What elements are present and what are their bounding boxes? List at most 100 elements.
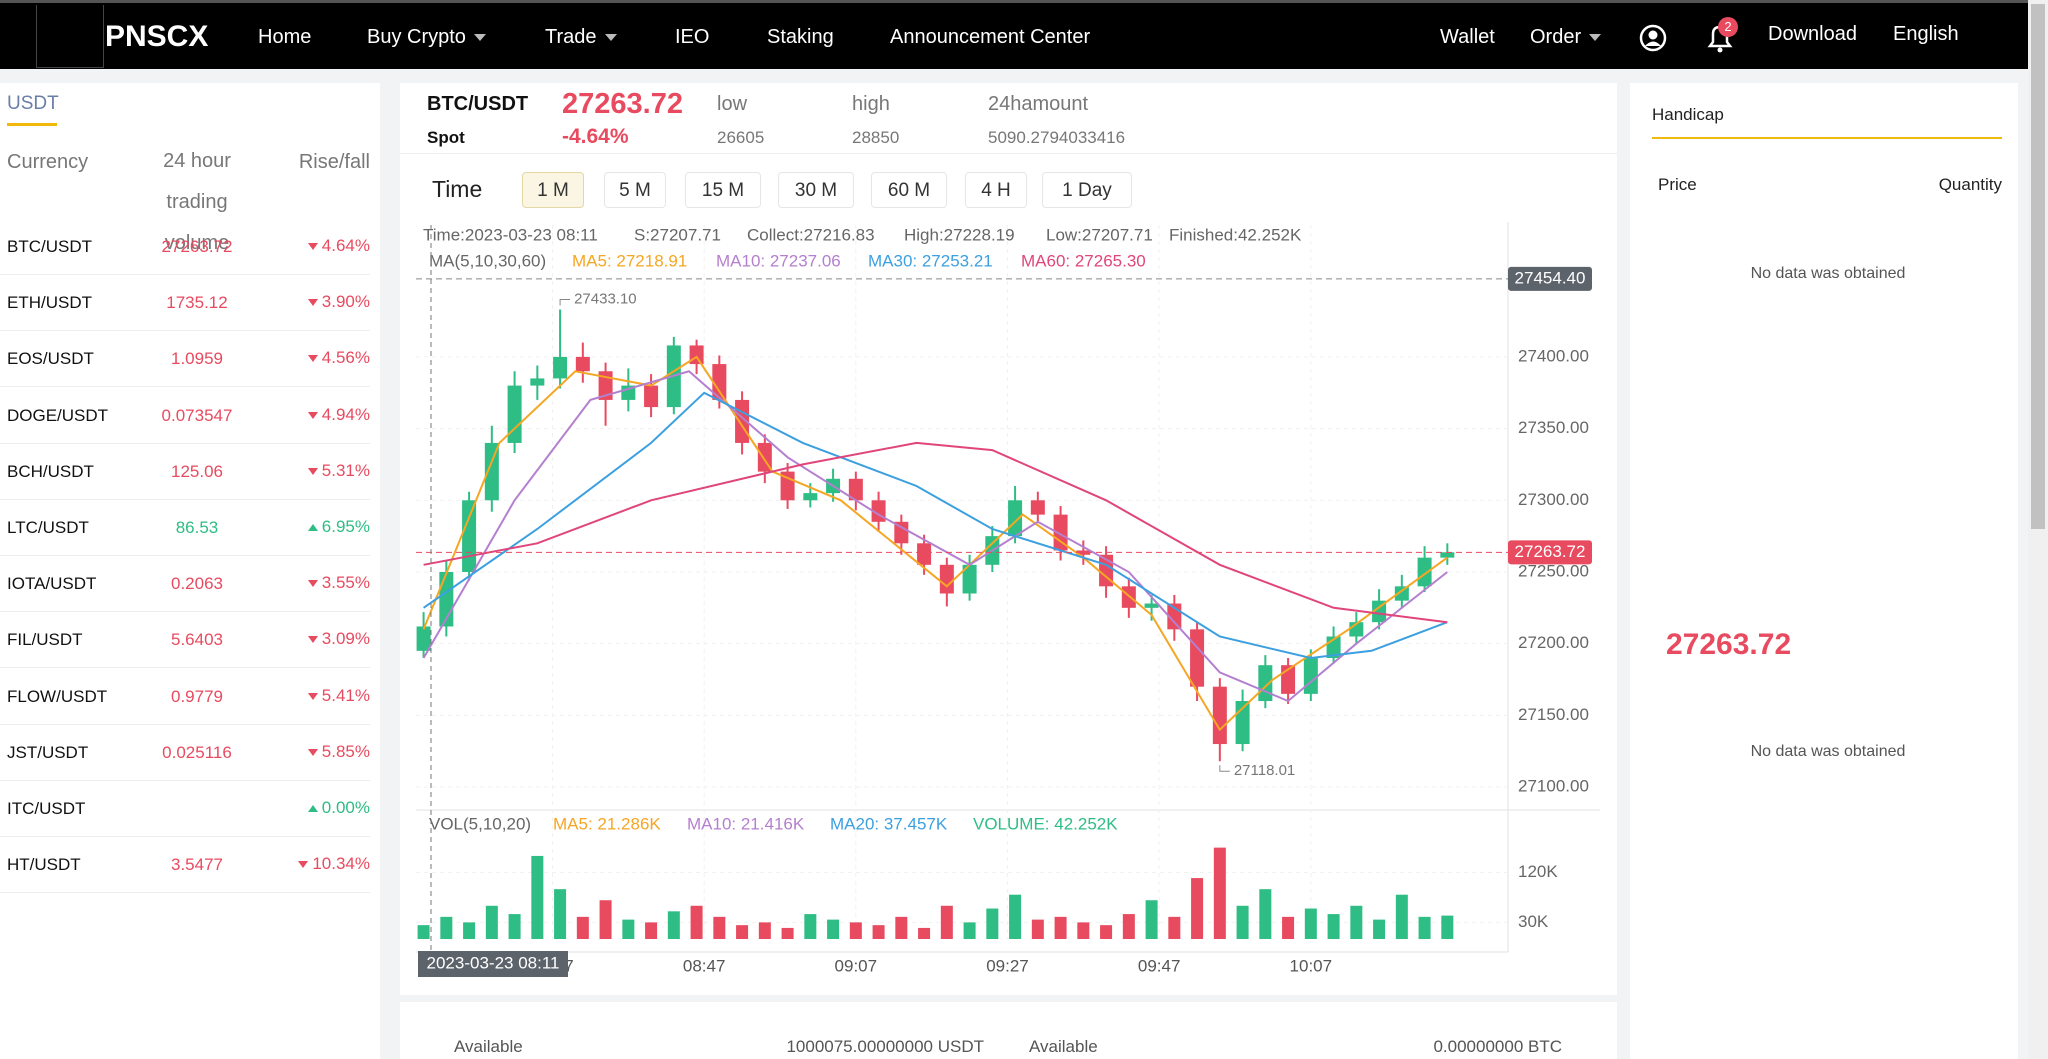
order-book: Handicap Price Quantity No data was obta…	[1630, 83, 2018, 1059]
market-row[interactable]: LTC/USDT 86.53 6.95%	[0, 499, 370, 556]
order-book-title[interactable]: Handicap	[1652, 105, 1724, 124]
price: 0.073547	[161, 405, 233, 425]
balance-panel	[400, 1002, 1617, 1059]
interval-tab[interactable]: 5 M	[604, 172, 666, 208]
change: 4.94%	[250, 405, 370, 425]
notification-badge: 2	[1718, 17, 1738, 37]
balance-label: Available	[1029, 1037, 1098, 1056]
price: 5.6403	[171, 630, 223, 650]
column-header: Price	[1658, 175, 1697, 194]
market-row[interactable]: FLOW/USDT 0.9779 5.41%	[0, 668, 370, 725]
market-row[interactable]: EOS/USDT 1.0959 4.56%	[0, 330, 370, 388]
scroll-thumb[interactable]	[2031, 4, 2045, 529]
nav-item[interactable]: Buy Crypto	[367, 26, 486, 49]
direction-icon	[307, 355, 318, 363]
change: 3.09%	[250, 629, 370, 649]
change: 0.00%	[250, 798, 370, 818]
change-text: 5.31%	[321, 460, 370, 480]
pair: FIL/USDT	[7, 630, 83, 650]
tab-underline	[7, 123, 57, 126]
ticker-pair: BTC/USDT	[427, 93, 529, 115]
change-text: 4.64%	[321, 236, 370, 255]
market-row[interactable]: DOGE/USDT 0.073547 4.94%	[0, 387, 370, 444]
column-header: Currency	[7, 151, 89, 173]
interval-tab[interactable]: 1 M	[522, 172, 584, 208]
top-nav: PNSCX Home Buy Crypto Trade IEO Staking …	[0, 0, 2028, 69]
nav-label: Trade	[545, 26, 597, 48]
interval-tab[interactable]: 30 M	[778, 172, 854, 208]
change: 5.85%	[250, 742, 370, 762]
brand[interactable]: PNSCX	[105, 20, 209, 53]
interval-tab[interactable]: 1 Day	[1042, 172, 1132, 208]
pair: ETH/USDT	[7, 293, 92, 313]
change-text: 5.85%	[321, 741, 370, 761]
scrollbar[interactable]	[2028, 0, 2048, 1059]
direction-icon	[298, 861, 309, 869]
nav-item[interactable]: IEO	[675, 26, 710, 48]
nav-item[interactable]: Announcement Center	[890, 26, 1091, 48]
market-row[interactable]: HT/USDT 3.5477 10.34%	[0, 836, 370, 894]
change-text: 3.90%	[321, 292, 370, 312]
pair: BTC/USDT	[7, 237, 92, 256]
nav-item[interactable]: Home	[258, 26, 312, 48]
interval-label: Time	[432, 176, 483, 202]
market-row[interactable]: JST/USDT 0.025116 5.85%	[0, 724, 370, 781]
balance-label: Available	[454, 1037, 523, 1056]
nav-item[interactable]: Order	[1530, 26, 1602, 49]
pair: HT/USDT	[7, 855, 81, 875]
divider	[400, 153, 1617, 154]
price: 86.53	[175, 518, 219, 537]
market-row[interactable]: IOTA/USDT 0.2063 3.55%	[0, 555, 370, 613]
direction-icon	[307, 243, 318, 251]
change: 4.64%	[250, 236, 370, 256]
price: 1.0959	[171, 349, 223, 369]
price: 3.5477	[171, 855, 223, 875]
price: 0.025116	[162, 742, 232, 762]
change-text: 3.09%	[321, 629, 370, 649]
ticker-market: Spot	[427, 128, 465, 147]
interval-tab[interactable]: 4 H	[965, 172, 1027, 208]
market-row[interactable]: FIL/USDT 5.6403 3.09%	[0, 611, 370, 669]
price: 1735.12	[166, 293, 228, 313]
pair: DOGE/USDT	[7, 405, 109, 425]
nav-item[interactable]: Trade	[545, 26, 617, 49]
column-header: Quantity	[1938, 175, 2002, 194]
price: 27263.72	[161, 237, 233, 256]
pair: EOS/USDT	[7, 349, 94, 369]
last-price: 27263.72	[1666, 628, 1792, 661]
change: 3.55%	[250, 573, 370, 593]
language[interactable]: English	[1893, 23, 1959, 45]
interval-tab[interactable]: 15 M	[685, 172, 761, 208]
stat-value: 5090.2794033416	[988, 128, 1126, 147]
market-row[interactable]: BTC/USDT 27263.72 4.64%	[0, 218, 370, 275]
market-panel: USDT Currency 24 hour trading volume Ris…	[0, 83, 380, 1059]
user-icon[interactable]	[1638, 23, 1668, 53]
market-tab[interactable]: USDT	[7, 93, 59, 114]
download[interactable]: Download	[1768, 23, 1857, 45]
change: 10.34%	[250, 854, 370, 874]
market-row[interactable]: ITC/USDT 0.00%	[0, 780, 370, 837]
price: 0.9779	[171, 686, 223, 706]
price: 0.2063	[171, 574, 223, 594]
nav-label: Buy Crypto	[367, 26, 466, 48]
interval-tab[interactable]: 60 M	[871, 172, 947, 208]
ticker-change: -4.64%	[562, 125, 629, 148]
price: 125.06	[171, 461, 223, 481]
pair: FLOW/USDT	[7, 686, 108, 706]
nav-item[interactable]: Staking	[767, 26, 834, 48]
balance-amount: 1000075.00000000 USDT	[786, 1037, 984, 1056]
stat-label: 24hamount	[988, 93, 1089, 115]
nav-item[interactable]: Wallet	[1440, 26, 1495, 48]
market-row[interactable]: BCH/USDT 125.06 5.31%	[0, 443, 370, 500]
market-row[interactable]: ETH/USDT 1735.12 3.90%	[0, 274, 370, 332]
direction-icon	[307, 411, 318, 419]
change-text: 6.95%	[321, 517, 370, 536]
stat-label: low	[717, 93, 748, 115]
change-text: 5.41%	[321, 685, 370, 705]
column-header: 24 hour trading volume	[163, 150, 231, 254]
direction-icon	[307, 805, 318, 813]
direction-icon	[307, 636, 318, 644]
change: 4.56%	[250, 348, 370, 368]
logo[interactable]	[36, 5, 104, 68]
